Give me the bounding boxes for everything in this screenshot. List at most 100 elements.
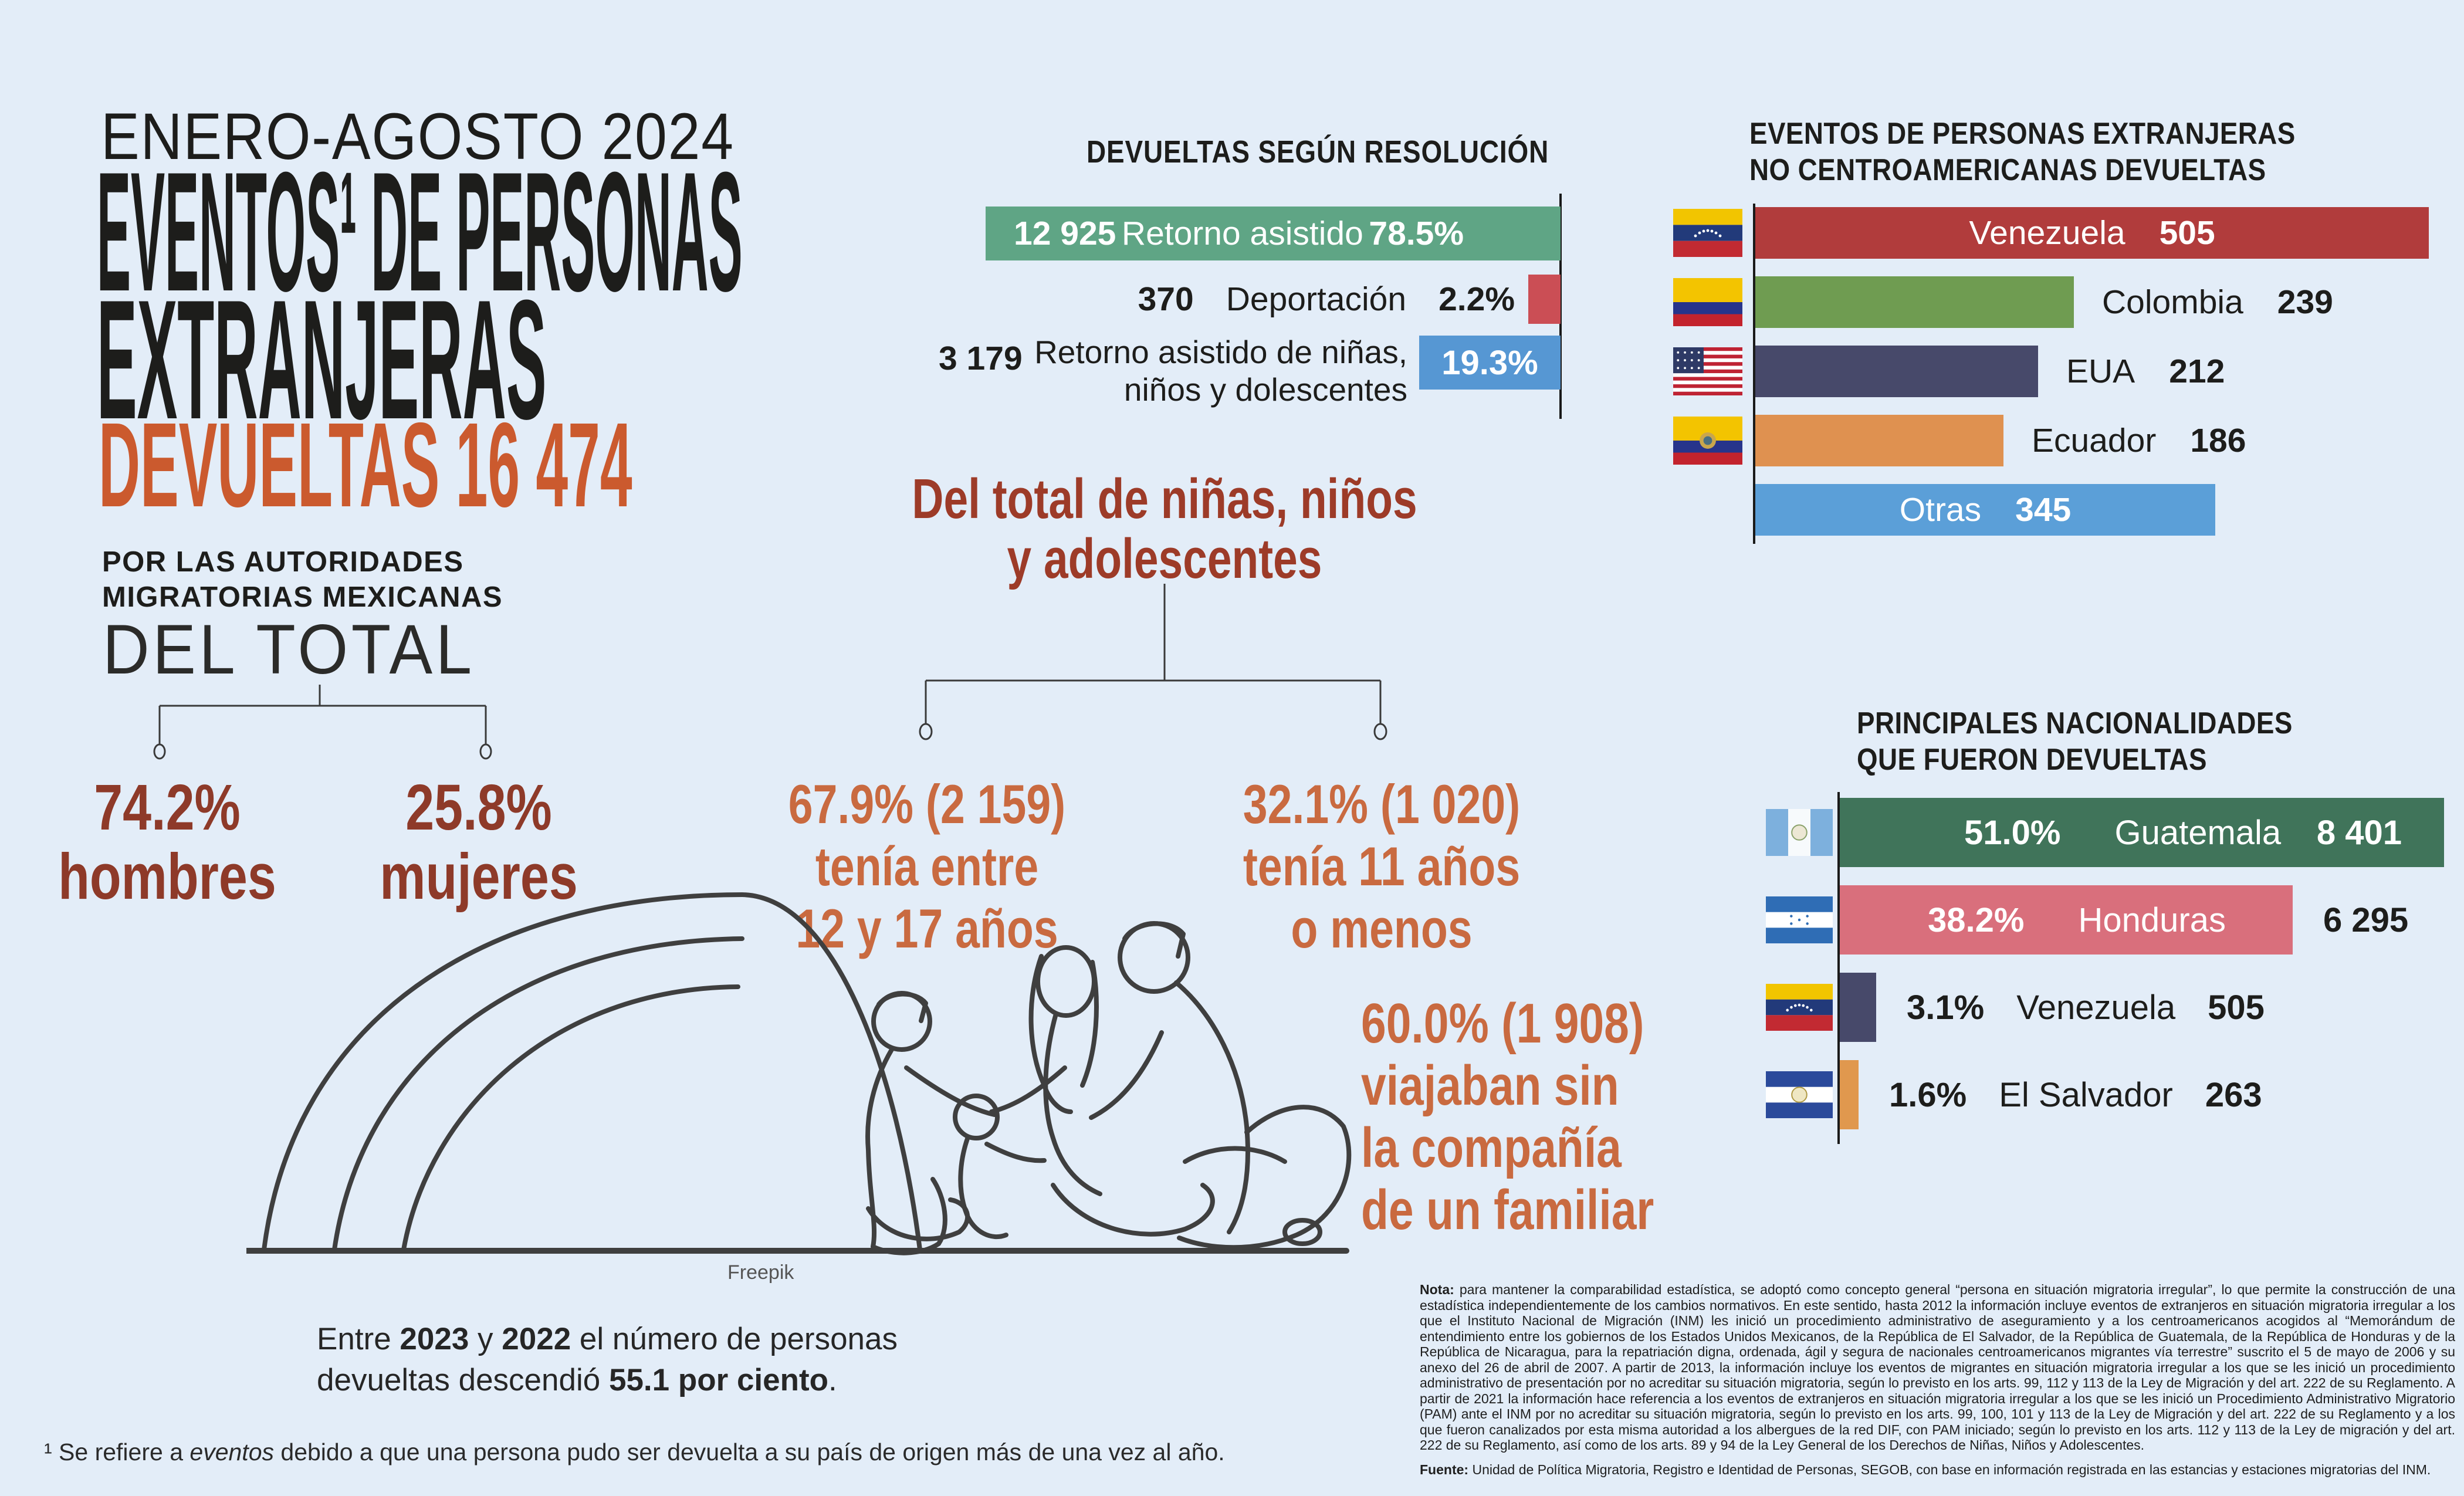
bar-deportacion bbox=[1528, 275, 1561, 324]
honduras-flag-icon bbox=[1766, 896, 1833, 943]
stat-unaccompanied-line2: viajaban sin bbox=[1361, 1054, 1619, 1117]
stat-11-or-less: 32.1% (1 020) tenía 11 años o menos bbox=[1241, 773, 1522, 960]
row-ecuador: Ecuador 186 bbox=[2032, 415, 2246, 466]
value-label: 239 bbox=[2277, 283, 2333, 321]
country-label: Ecuador bbox=[2032, 422, 2157, 459]
country-label: EUA bbox=[2066, 353, 2135, 390]
bar-retorno-nna bbox=[1419, 336, 1561, 390]
bar-venezuela bbox=[1755, 207, 2429, 259]
country-label: Guatemala bbox=[2114, 813, 2282, 852]
ecuador-flag-icon bbox=[1673, 417, 1742, 465]
stat-hombres-label: hombres bbox=[58, 841, 276, 913]
value-label: 212 bbox=[2169, 353, 2225, 390]
children-heading: Del total de niñas, niños y adolescentes bbox=[890, 469, 1439, 589]
nationalities-chart-axis bbox=[1837, 792, 1840, 1144]
guatemala-flag-icon bbox=[1766, 809, 1833, 856]
category-label: Deportación bbox=[1226, 280, 1407, 318]
stat-unaccompanied-line3: la compañía bbox=[1361, 1116, 1622, 1179]
value-label: 263 bbox=[2205, 1075, 2262, 1114]
subtitle-line1: POR LAS AUTORIDADES bbox=[102, 546, 464, 578]
row-guatemala: 51.0% Guatemala 8 401 bbox=[1840, 798, 2444, 867]
main-title-line1: EVENTOS¹ DE PERSONAS bbox=[97, 137, 743, 327]
country-label: Colombia bbox=[2102, 283, 2243, 321]
bar-ecuador bbox=[1755, 415, 2003, 466]
resolution-chart-axis bbox=[1559, 194, 1562, 419]
bar-guatemala bbox=[1840, 798, 2444, 867]
children-branch-connector bbox=[919, 584, 1387, 740]
value-label: 505 bbox=[2208, 988, 2265, 1027]
stat-unaccompanied: 60.0% (1 908) viajaban sin la compañía d… bbox=[1361, 993, 1654, 1241]
bar-venezuela bbox=[1840, 973, 1876, 1042]
value-label: 370 bbox=[1138, 280, 1194, 318]
nationalities-title-line2: QUE FUERON DEVUELTAS bbox=[1857, 743, 2207, 777]
stat-mujeres-label: mujeres bbox=[380, 841, 578, 913]
stat-11-label2: o menos bbox=[1291, 898, 1473, 959]
value-label: 345 bbox=[2015, 491, 2072, 529]
stat-12-17-label2: 12 y 17 años bbox=[796, 898, 1058, 959]
children-heading-line2: y adolescentes bbox=[1007, 527, 1322, 590]
country-label: El Salvador bbox=[1999, 1075, 2173, 1114]
value-label: 505 bbox=[2159, 214, 2215, 252]
usa-flag-icon bbox=[1673, 347, 1742, 395]
category-label: Retorno asistido de niñas, niños y doles… bbox=[1027, 333, 1407, 408]
category-label-line1: Retorno asistido de niñas, bbox=[1034, 334, 1407, 370]
resolution-chart-title: DEVUELTAS SEGÚN RESOLUCIÓN bbox=[1086, 134, 1549, 170]
family-tent-illustration bbox=[246, 892, 1352, 1255]
non-ca-chart-axis bbox=[1753, 204, 1755, 544]
value-label: 186 bbox=[2190, 422, 2246, 459]
value-label: 6 295 bbox=[2323, 901, 2409, 939]
stat-mujeres: 25.8% mujeres bbox=[361, 773, 596, 912]
country-label: Venezuela bbox=[1969, 214, 2125, 252]
venezuela-flag-icon bbox=[1766, 984, 1833, 1031]
nationalities-chart-title: PRINCIPALES NACIONALIDADES QUE FUERON DE… bbox=[1857, 705, 2293, 778]
category-label-line2: niños y dolescentes bbox=[1123, 371, 1407, 408]
country-label: Venezuela bbox=[2016, 988, 2176, 1027]
bar-honduras bbox=[1840, 885, 2293, 955]
bar-otras bbox=[1755, 484, 2215, 536]
pct-label: 38.2% bbox=[1928, 901, 2025, 939]
del-total-heading: DEL TOTAL bbox=[103, 610, 475, 689]
stat-hombres: 74.2% hombres bbox=[50, 773, 285, 912]
total-branch-connector bbox=[153, 685, 492, 760]
main-title-line2: EXTRANJERAS bbox=[97, 265, 547, 455]
country-label: Honduras bbox=[2078, 901, 2226, 939]
pct-label: 78.5% bbox=[1369, 215, 1464, 252]
el_salvador-flag-icon bbox=[1766, 1071, 1833, 1118]
row-venezuela: 3.1% Venezuela 505 bbox=[1907, 973, 2265, 1042]
pct-label: 2.2% bbox=[1439, 280, 1515, 318]
value-label: 8 401 bbox=[2316, 813, 2402, 852]
stat-11-label1: tenía 11 años bbox=[1243, 835, 1521, 897]
country-label: Otras bbox=[1899, 491, 1982, 529]
children-heading-line1: Del total de niñas, niños bbox=[912, 468, 1417, 530]
stat-hombres-pct: 74.2% bbox=[94, 771, 241, 844]
methodology-note: Nota: para mantener la comparabilidad es… bbox=[1420, 1282, 2455, 1453]
row-eua: EUA 212 bbox=[2066, 346, 2225, 397]
row-deportacion: 370 Deportación 2.2% bbox=[939, 275, 1521, 324]
category-label: Retorno asistido bbox=[1121, 215, 1363, 252]
bar-retorno-asistido bbox=[986, 207, 1561, 260]
illustration-credit: Freepik bbox=[727, 1261, 794, 1284]
row-honduras: 38.2% Honduras bbox=[1840, 885, 2293, 955]
bar-colombia bbox=[1755, 276, 2074, 328]
non-ca-chart-title: EVENTOS DE PERSONAS EXTRANJERAS NO CENTR… bbox=[1749, 116, 2296, 188]
nationalities-chart: PRINCIPALES NACIONALIDADES QUE FUERON DE… bbox=[1737, 699, 2464, 1175]
period-heading: ENERO-AGOSTO 2024 bbox=[101, 100, 735, 173]
value-outside: 6 295 bbox=[2323, 885, 2408, 955]
row-otras: Otras 345 bbox=[1755, 484, 2215, 536]
row-retorno-asistido: 12 925 Retorno asistido 78.5% bbox=[986, 207, 1561, 260]
pct-label: 1.6% bbox=[1889, 1075, 1967, 1114]
non-ca-title-line2: NO CENTROAMERICANAS DEVUELTAS bbox=[1749, 153, 2266, 187]
resolution-chart: DEVUELTAS SEGÚN RESOLUCIÓN 12 925 Retorn… bbox=[939, 117, 1584, 446]
bar-eua bbox=[1755, 346, 2038, 397]
subtitle: POR LAS AUTORIDADES MIGRATORIAS MEXICANA… bbox=[102, 544, 503, 615]
stat-12-17-pct: 67.9% (2 159) bbox=[788, 773, 1066, 835]
stat-unaccompanied-line1: 60.0% (1 908) bbox=[1361, 992, 1644, 1055]
non-ca-title-line1: EVENTOS DE PERSONAS EXTRANJERAS bbox=[1749, 117, 2296, 151]
row-venezuela: Venezuela 505 bbox=[1755, 207, 2429, 259]
total-devueltas-headline: DEVUELTAS 16 474 bbox=[99, 398, 632, 532]
bar-el-salvador bbox=[1840, 1060, 1859, 1129]
value-label: 3 179 bbox=[939, 340, 1023, 377]
pct-label: 19.3% bbox=[1441, 343, 1538, 382]
footnote: ¹ Se refiere a eventos debido a que una … bbox=[44, 1439, 1225, 1465]
